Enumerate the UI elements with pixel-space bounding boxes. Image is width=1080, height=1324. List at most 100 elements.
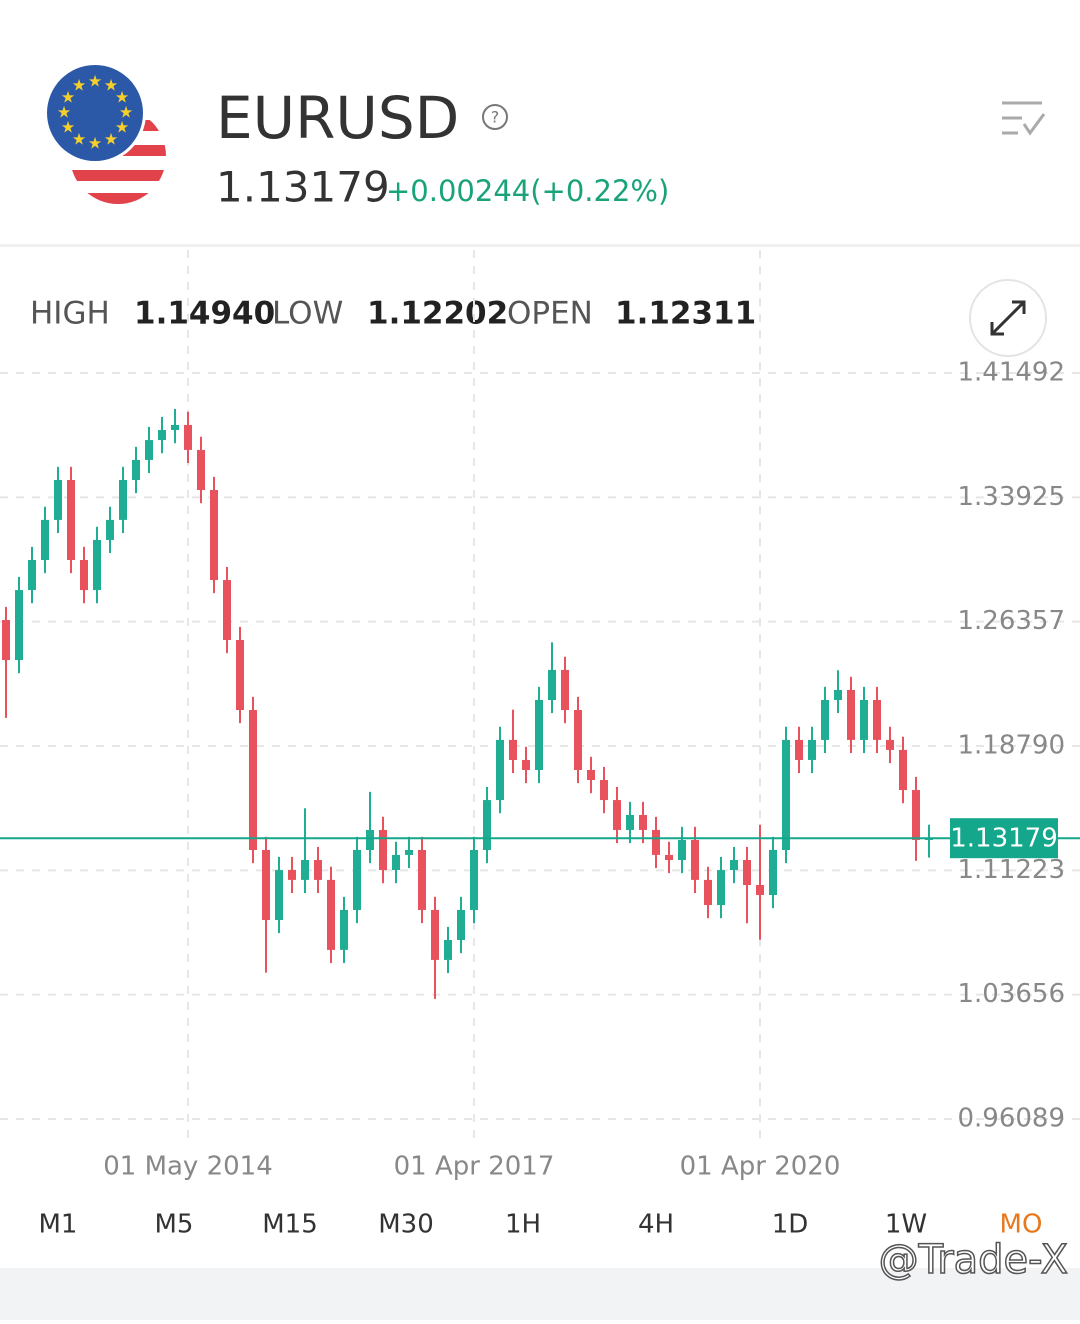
svg-text:★: ★	[104, 130, 118, 149]
candle-body	[158, 430, 166, 441]
timeframe-button[interactable]: 1D	[772, 1210, 809, 1240]
y-tick-label: 1.11223	[957, 855, 1065, 885]
candle-body	[665, 854, 673, 861]
candle-body	[717, 870, 725, 906]
candle-body	[301, 860, 309, 880]
y-tick-label: 1.26357	[957, 606, 1065, 636]
last-price-label: 1.13179	[950, 824, 1058, 854]
candle-body	[691, 839, 699, 880]
candle-body	[15, 590, 23, 661]
timeframe-bar: M1 M5 M15 M30 1H 4H 1D 1W MO	[39, 1210, 1043, 1240]
candle-body	[730, 860, 738, 871]
candle-body	[327, 879, 335, 950]
menu-icon[interactable]	[1002, 101, 1046, 136]
candle-body	[704, 879, 712, 906]
candle-body	[41, 519, 49, 561]
stat-label: HIGH	[30, 296, 110, 332]
y-tick-label: 1.33925	[957, 482, 1065, 512]
candle-body	[340, 909, 348, 950]
candle-body	[457, 909, 465, 941]
y-tick-label: 1.41492	[957, 357, 1065, 387]
y-tick-label: 0.96089	[957, 1103, 1065, 1133]
candle-body	[912, 790, 920, 840]
timeframe-button[interactable]: M30	[378, 1210, 434, 1240]
candle-body	[600, 780, 608, 801]
x-tick-label: 01 May 2014	[103, 1152, 273, 1182]
candle-body	[587, 769, 595, 781]
timeframe-button[interactable]: 1W	[885, 1210, 927, 1240]
help-icon[interactable]: ?	[482, 104, 508, 130]
y-tick-label: 1.18790	[957, 730, 1065, 760]
candle-body	[626, 815, 634, 830]
candle-body	[28, 560, 36, 591]
candle-body	[405, 850, 413, 855]
candle-body	[782, 739, 790, 851]
svg-text:★: ★	[104, 76, 118, 95]
svg-text:★: ★	[61, 88, 75, 107]
expand-button[interactable]	[969, 279, 1047, 357]
stat-label: LOW	[272, 296, 343, 332]
timeframe-button[interactable]: M15	[262, 1210, 318, 1240]
candle-body	[431, 909, 439, 960]
candle-body	[639, 815, 647, 830]
stat-value: 1.12311	[615, 296, 756, 332]
candle-body	[366, 829, 374, 851]
candle-body	[67, 479, 75, 561]
candle-body	[678, 839, 686, 861]
x-tick-label: 01 Apr 2017	[394, 1152, 555, 1182]
last-price-box	[950, 818, 1058, 859]
stat-value: 1.14940	[134, 296, 275, 332]
candle-body	[106, 519, 114, 540]
timeframe-button[interactable]: M1	[39, 1210, 78, 1240]
candle-body	[353, 850, 361, 910]
candle-body	[899, 749, 907, 791]
candle-body	[808, 739, 816, 760]
timeframe-button[interactable]: M5	[155, 1210, 194, 1240]
candle-body	[847, 689, 855, 740]
timeframe-button[interactable]: 1H	[505, 1210, 541, 1240]
candle-body	[873, 699, 881, 740]
candle-body	[509, 739, 517, 760]
candle-body	[379, 829, 387, 871]
svg-text:★: ★	[119, 103, 133, 122]
candle-body	[860, 699, 868, 740]
candle-body	[613, 800, 621, 830]
svg-text:★: ★	[57, 103, 71, 122]
svg-text:★: ★	[115, 88, 129, 107]
candle-body	[821, 699, 829, 740]
candle-body	[756, 884, 764, 896]
svg-text:★: ★	[88, 134, 102, 153]
candle-body	[210, 490, 218, 581]
x-tick-label: 01 Apr 2020	[680, 1152, 841, 1182]
candle-body	[54, 479, 62, 520]
stat-value: 1.12202	[367, 296, 508, 332]
candle-body	[223, 580, 231, 641]
y-tick-label: 1.03656	[957, 979, 1065, 1009]
candle-body	[171, 424, 179, 431]
candle-body	[652, 829, 660, 855]
candle-body	[834, 689, 842, 700]
candle-body	[275, 870, 283, 920]
candle-body	[288, 870, 296, 880]
candle-body	[743, 860, 751, 885]
watermark: @Trade-X	[879, 1237, 1068, 1283]
candle-body	[119, 479, 127, 520]
candle-body	[769, 850, 777, 896]
price-change: +0.00244(+0.22%)	[386, 174, 669, 208]
timeframe-button[interactable]: 4H	[638, 1210, 674, 1240]
price: 1.13179	[216, 163, 390, 212]
svg-text:★: ★	[115, 118, 129, 137]
candle-body	[444, 940, 452, 960]
bottom-bar	[0, 1268, 1080, 1320]
stat-label: OPEN	[507, 296, 593, 332]
svg-text:★: ★	[72, 130, 86, 149]
candle-body	[496, 739, 504, 801]
candle-body	[197, 449, 205, 491]
currency-flags: ★ ★★ ★★★ ★★★ ★★★	[44, 62, 166, 204]
candle-body	[418, 850, 426, 910]
timeframe-button[interactable]: MO	[1000, 1210, 1043, 1240]
stats: HIGH 1.14940 LOW 1.12202 OPEN 1.12311	[30, 296, 756, 332]
candle-body	[249, 710, 257, 851]
